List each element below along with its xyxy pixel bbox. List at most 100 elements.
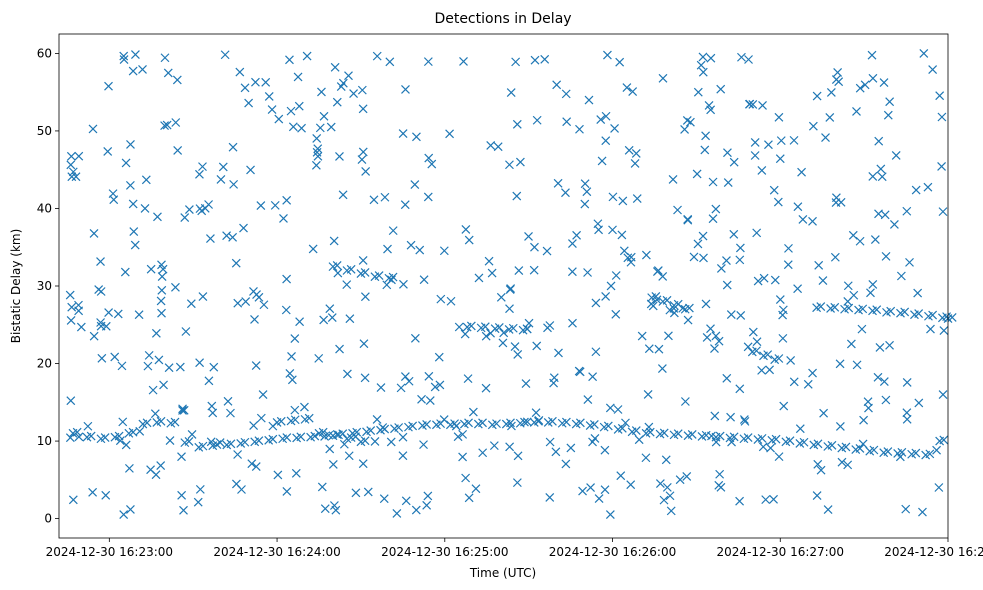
data-point	[901, 504, 911, 514]
data-point	[419, 275, 429, 285]
data-point	[165, 436, 175, 445]
data-point	[435, 380, 445, 390]
data-point	[65, 433, 75, 443]
data-point	[313, 144, 323, 154]
data-point	[680, 397, 690, 406]
data-point	[231, 258, 241, 268]
data-point	[333, 268, 343, 278]
data-point	[584, 95, 594, 105]
data-point	[852, 107, 861, 116]
data-point	[357, 155, 367, 165]
data-point	[846, 339, 856, 349]
data-point	[757, 365, 767, 375]
data-point	[126, 505, 135, 514]
data-point	[507, 421, 516, 431]
data-point	[849, 290, 859, 300]
data-point	[778, 333, 788, 343]
data-point	[282, 195, 292, 205]
data-point	[661, 455, 671, 465]
data-point	[319, 315, 329, 325]
data-point	[464, 418, 473, 428]
data-point	[708, 214, 718, 224]
data-point	[396, 383, 406, 393]
data-point	[66, 316, 76, 325]
data-point	[119, 51, 129, 61]
data-point	[740, 416, 750, 426]
data-point	[134, 310, 144, 320]
data-point	[119, 55, 129, 65]
data-point	[314, 353, 324, 363]
data-point	[74, 151, 84, 161]
data-point	[524, 232, 533, 241]
data-point	[228, 232, 238, 242]
x-axis: 2024-12-30 16:23:00 2024-12-30 16:24:00 20…	[46, 538, 983, 559]
data-point	[505, 442, 515, 452]
data-point	[198, 162, 207, 172]
data-point	[763, 350, 773, 360]
data-point	[398, 129, 408, 139]
data-point	[478, 448, 488, 458]
data-point	[761, 495, 771, 505]
data-point	[869, 445, 879, 455]
data-point	[778, 310, 788, 320]
data-point	[285, 55, 294, 65]
data-point	[628, 87, 638, 96]
data-point	[417, 394, 426, 404]
data-point	[654, 344, 664, 354]
data-point	[335, 151, 344, 161]
data-point	[593, 219, 603, 229]
data-point	[76, 322, 86, 332]
data-point	[464, 235, 474, 245]
data-point	[600, 485, 610, 495]
data-point	[498, 338, 508, 348]
data-point	[458, 429, 468, 439]
data-point	[119, 510, 129, 519]
data-point	[184, 437, 194, 446]
data-point	[282, 487, 292, 496]
x-tick-label: 2024-12-30 16:23:00	[46, 545, 173, 559]
data-point	[344, 71, 353, 81]
data-point	[938, 390, 948, 400]
data-point	[868, 280, 878, 289]
data-point	[511, 57, 521, 67]
data-point	[372, 414, 382, 424]
data-point	[616, 471, 626, 481]
data-point	[596, 115, 606, 124]
data-point	[665, 491, 675, 501]
data-point	[88, 487, 98, 497]
data-point	[394, 423, 404, 432]
data-point	[522, 324, 532, 334]
data-point	[757, 433, 767, 443]
data-point	[797, 167, 806, 177]
data-point	[624, 145, 634, 155]
data-point	[228, 142, 238, 152]
data-point	[312, 134, 322, 143]
data-point	[505, 285, 515, 294]
data-point	[818, 276, 828, 286]
data-point	[463, 374, 473, 384]
data-point	[138, 65, 147, 74]
data-point	[623, 253, 633, 263]
data-point	[708, 177, 718, 187]
data-point	[302, 51, 312, 61]
data-point	[891, 151, 901, 160]
data-point	[204, 200, 214, 209]
data-point	[451, 421, 461, 431]
data-point	[881, 395, 891, 405]
data-point	[752, 346, 761, 356]
data-point	[254, 292, 264, 302]
data-point	[363, 487, 373, 497]
data-point	[237, 485, 246, 494]
data-point	[773, 197, 783, 207]
data-point	[206, 437, 216, 447]
data-point	[759, 273, 769, 283]
data-point	[729, 157, 739, 167]
data-point	[606, 281, 616, 291]
data-point	[74, 300, 83, 310]
data-point	[735, 255, 745, 265]
data-point	[294, 101, 304, 111]
data-point	[233, 450, 243, 459]
data-point	[566, 443, 576, 453]
data-point	[233, 298, 243, 308]
data-point	[618, 196, 628, 206]
